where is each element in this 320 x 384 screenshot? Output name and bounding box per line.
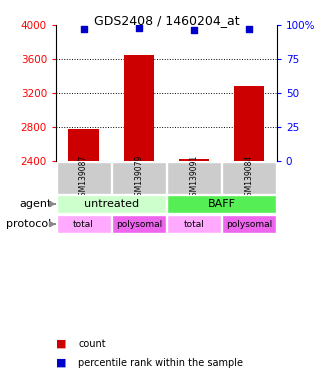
Text: total: total (73, 220, 94, 228)
Text: percentile rank within the sample: percentile rank within the sample (78, 358, 244, 368)
Text: GSM139079: GSM139079 (134, 154, 143, 201)
Text: agent: agent (19, 199, 52, 209)
Bar (167, 195, 276, 213)
Text: BAFF: BAFF (208, 199, 236, 209)
Text: polysomal: polysomal (116, 220, 162, 228)
Bar (57, 195, 166, 213)
Point (247, 26, 252, 32)
Bar (167, 215, 221, 233)
Bar (179, 159, 209, 161)
Bar (124, 55, 154, 161)
Text: protocol: protocol (6, 219, 52, 229)
Text: polysomal: polysomal (226, 220, 272, 228)
Text: untreated: untreated (84, 199, 139, 209)
Bar (112, 162, 166, 194)
Text: GSM139091: GSM139091 (189, 155, 198, 201)
Bar (222, 215, 276, 233)
Point (191, 27, 196, 33)
Bar (234, 86, 264, 161)
Text: total: total (184, 220, 204, 228)
Text: ■: ■ (56, 358, 67, 368)
Point (81, 26, 86, 32)
Text: GSM139084: GSM139084 (245, 155, 254, 201)
Bar (57, 162, 111, 194)
Bar (222, 162, 276, 194)
Bar (112, 215, 166, 233)
Text: ■: ■ (56, 339, 67, 349)
Bar (68, 129, 99, 161)
Text: count: count (78, 339, 106, 349)
Point (136, 25, 141, 31)
Bar (57, 215, 111, 233)
Text: GSM139087: GSM139087 (79, 155, 88, 201)
Text: GDS2408 / 1460204_at: GDS2408 / 1460204_at (93, 14, 239, 27)
Bar (167, 162, 221, 194)
